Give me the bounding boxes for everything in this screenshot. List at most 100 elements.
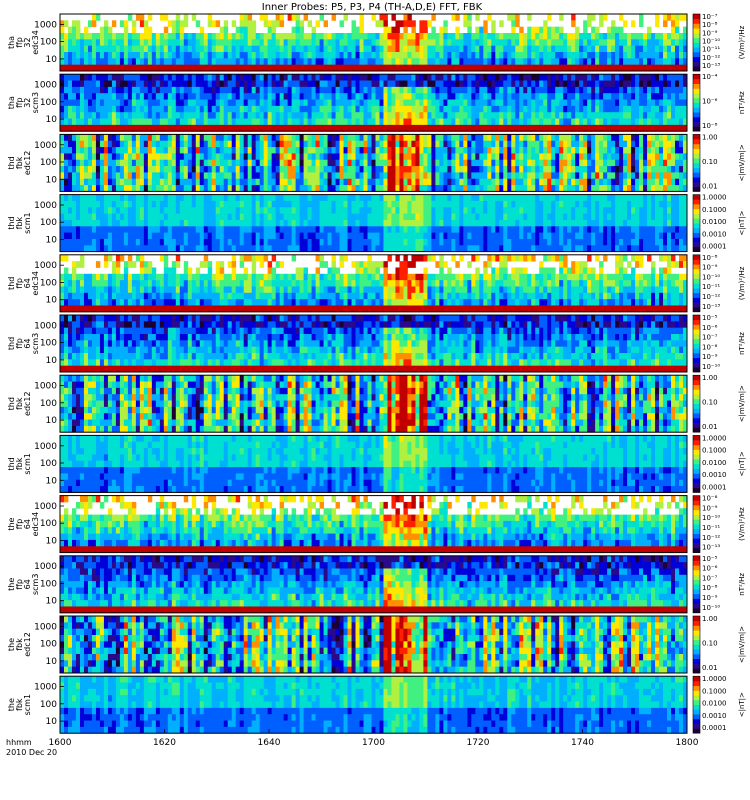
heat-cell bbox=[647, 39, 652, 47]
heat-cell bbox=[255, 93, 261, 100]
heat-cell bbox=[71, 33, 77, 40]
heat-cell bbox=[327, 80, 332, 88]
heat-cell bbox=[271, 226, 277, 233]
heat-cell bbox=[291, 219, 297, 227]
heat-cell bbox=[255, 147, 261, 154]
heat-cell bbox=[607, 118, 612, 126]
heat-cell bbox=[355, 159, 360, 167]
heat-cell bbox=[307, 105, 312, 113]
heat-cell bbox=[615, 112, 620, 119]
heat-cell bbox=[443, 52, 448, 59]
heat-cell bbox=[135, 219, 141, 227]
heat-cell bbox=[75, 64, 81, 72]
heat-cell bbox=[83, 219, 89, 227]
heat-cell bbox=[267, 52, 273, 59]
heat-cell bbox=[415, 147, 420, 154]
heat-cell bbox=[315, 124, 320, 132]
heat-cell bbox=[235, 52, 241, 59]
heat-cell bbox=[579, 134, 584, 142]
heat-cell bbox=[295, 134, 301, 142]
heat-cell bbox=[683, 45, 688, 53]
heat-cell bbox=[479, 118, 484, 126]
heat-cell bbox=[143, 26, 149, 34]
heat-cell bbox=[75, 80, 81, 88]
heat-cell bbox=[419, 99, 424, 107]
heat-cell bbox=[515, 166, 520, 173]
heat-cell bbox=[403, 58, 408, 66]
heat-cell bbox=[623, 74, 628, 81]
heat-cell bbox=[359, 39, 364, 47]
heat-cell bbox=[251, 124, 257, 132]
heat-cell bbox=[499, 64, 504, 72]
heat-cell bbox=[567, 105, 572, 113]
heat-cell bbox=[183, 159, 189, 167]
heat-cell bbox=[235, 86, 241, 94]
heat-cell bbox=[667, 14, 672, 21]
heat-cell bbox=[139, 33, 145, 40]
freq-tick-label: 10 bbox=[46, 175, 58, 185]
heat-cell bbox=[103, 118, 109, 126]
heat-cell bbox=[215, 232, 221, 240]
heat-cell bbox=[639, 33, 644, 40]
heat-cell bbox=[583, 124, 588, 132]
heat-cell bbox=[455, 99, 460, 107]
heat-cell bbox=[359, 238, 364, 246]
heat-cell bbox=[87, 112, 93, 119]
heat-cell bbox=[95, 74, 101, 81]
heat-cell bbox=[175, 64, 181, 72]
heat-cell bbox=[479, 112, 484, 119]
heat-cell bbox=[259, 213, 265, 221]
heat-cell bbox=[575, 159, 580, 167]
heat-cell bbox=[427, 39, 432, 47]
heat-cell bbox=[531, 105, 536, 113]
heat-cell bbox=[511, 52, 516, 59]
heat-cell bbox=[223, 52, 229, 59]
heat-cell bbox=[371, 52, 376, 59]
heat-cell bbox=[623, 166, 628, 173]
heat-cell bbox=[635, 140, 640, 148]
heat-cell bbox=[387, 200, 392, 208]
heat-cell bbox=[119, 219, 125, 227]
heat-cell bbox=[447, 58, 452, 66]
heat-cell bbox=[607, 166, 612, 173]
heat-cell bbox=[99, 26, 105, 34]
heat-cell bbox=[103, 74, 109, 81]
heat-cell bbox=[431, 185, 436, 192]
heat-cell bbox=[415, 99, 420, 107]
heat-cell bbox=[567, 185, 572, 192]
heat-cell bbox=[127, 200, 133, 208]
heat-cell bbox=[191, 200, 197, 208]
heat-cell bbox=[507, 178, 512, 186]
heat-cell bbox=[595, 64, 600, 72]
heat-cell bbox=[663, 58, 668, 66]
heat-cell bbox=[535, 93, 540, 100]
heat-cell bbox=[239, 159, 245, 167]
heat-cell bbox=[479, 178, 484, 186]
heat-cell bbox=[343, 33, 348, 40]
heat-cell bbox=[423, 99, 428, 107]
heat-cell bbox=[327, 207, 332, 214]
heat-cell bbox=[375, 118, 380, 126]
heat-cell bbox=[215, 185, 221, 192]
heat-cell bbox=[347, 86, 352, 94]
heat-cell bbox=[651, 64, 656, 72]
heat-cell bbox=[675, 147, 680, 154]
heat-cell bbox=[167, 232, 173, 240]
heat-cell bbox=[183, 86, 189, 94]
heat-cell bbox=[363, 140, 368, 148]
heat-cell bbox=[415, 185, 420, 192]
heat-cell bbox=[195, 172, 201, 180]
heat-cell bbox=[115, 124, 121, 132]
heat-cell bbox=[115, 58, 121, 66]
heat-cell bbox=[127, 172, 133, 180]
heat-cell bbox=[443, 134, 448, 142]
heat-cell bbox=[163, 64, 169, 72]
heat-cell bbox=[87, 20, 93, 28]
heat-cell bbox=[387, 207, 392, 214]
heat-cell bbox=[251, 232, 257, 240]
heat-cell bbox=[599, 20, 604, 28]
heat-cell bbox=[143, 213, 149, 221]
heat-cell bbox=[243, 99, 249, 107]
heat-cell bbox=[351, 20, 356, 28]
heat-cell bbox=[507, 14, 512, 21]
